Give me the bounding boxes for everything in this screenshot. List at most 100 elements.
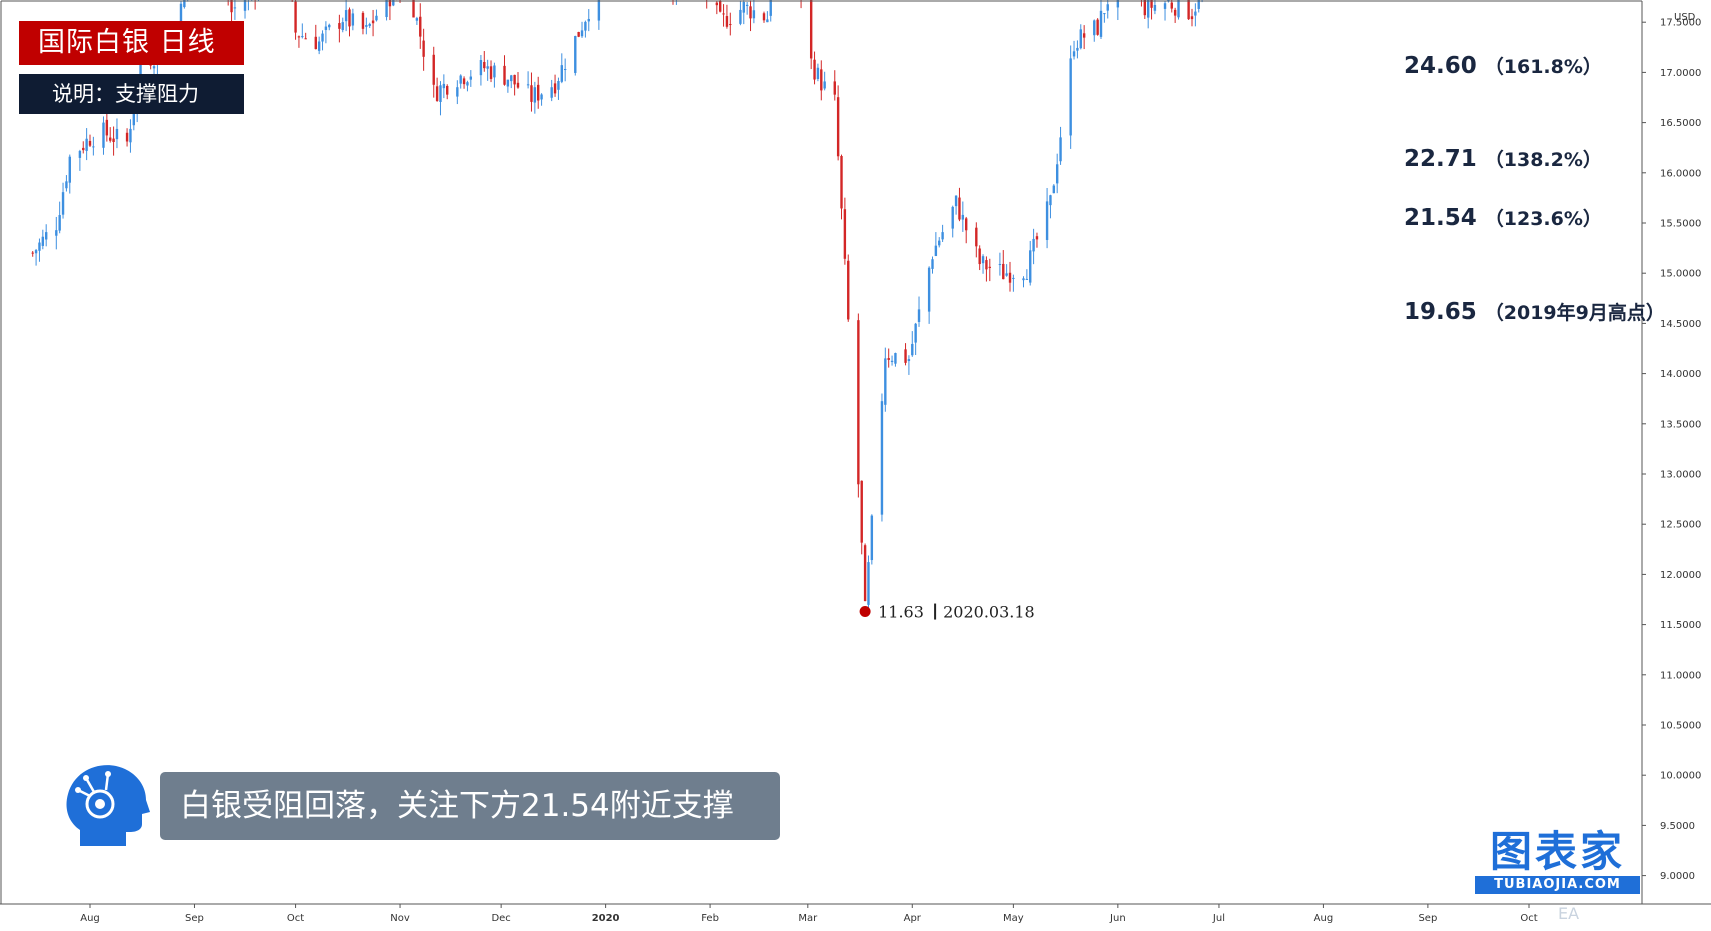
candle-body [486,66,489,69]
candle-body [526,84,530,86]
y-tick-label: 9.5000 [1660,821,1695,832]
candle-body [715,2,719,6]
candle-body [1194,11,1197,16]
y-tick-label: 12.0000 [1660,570,1701,581]
brand-logo: 图表家 TUBIAOJIA.COM [1475,828,1640,896]
level-value-0: 24.60 [1404,53,1477,79]
candle-body [1072,51,1076,57]
candle-body [975,227,978,247]
candle-body [1005,273,1008,276]
candle-body [1008,272,1012,283]
candle-body [44,232,48,240]
candle-body [880,401,884,515]
level-note-2: （123.6%） [1484,208,1602,230]
candle-body [483,62,486,69]
candle-body [1082,33,1086,38]
candle-body [361,12,365,29]
candle-body [860,480,863,543]
candle-body [132,107,136,126]
y-tick-label: 17.0000 [1660,68,1701,79]
candle-body [847,260,850,320]
candle-body [1170,2,1173,9]
candle-body [513,74,516,85]
candle-body [574,36,577,73]
candle-body [1150,0,1153,8]
candle-body [557,81,560,90]
candle-body [954,195,958,207]
x-tick-label: Sep [1418,913,1437,924]
x-tick-label: Aug [1314,913,1334,924]
candle-body [1055,164,1059,184]
candle-body [836,97,840,157]
low-point-date: 2020.03.18 [943,603,1035,622]
candle-body [462,78,466,85]
y-tick-label: 9.0000 [1660,871,1695,882]
candle-body [722,13,725,15]
candle-body [809,0,813,59]
candle-body [1190,16,1194,20]
candle-body [981,256,985,264]
candle-body [1106,4,1109,11]
candle-body [894,353,897,364]
level-label-0: 24.60 （161.8%） [1404,52,1602,79]
level-note-3: （2019年9月高点） [1484,302,1665,324]
y-tick-label: 16.5000 [1660,118,1701,129]
candle-body [152,66,156,69]
candle-body [843,209,847,259]
candle-body [112,138,115,143]
candle-body [479,60,483,76]
candle-body [388,0,392,7]
candle-body [466,82,469,86]
candle-body [65,181,68,189]
candle-body [887,358,890,360]
candle-body [68,156,71,183]
candle-body [415,18,419,21]
candle-body [739,9,742,24]
brand-domain: TUBIAOJIA.COM [1475,876,1640,894]
candle-body [368,23,371,26]
candle-body [749,6,752,19]
candle-body [469,76,473,80]
chart-subtitle: 说明：支撑阻力 [19,74,244,114]
candle-body [1146,0,1150,18]
candle-body [745,4,749,6]
candle-body [1032,238,1035,252]
y-tick-label: 13.0000 [1660,470,1701,481]
candle-body [328,24,331,28]
candle-body [917,309,921,322]
candle-body [34,250,38,254]
candle-body [422,40,425,57]
candle-body [85,138,88,151]
candle-body [1052,185,1056,194]
level-label-1: 22.71 （138.2%） [1404,145,1602,172]
candle-body [510,75,513,82]
candle-body [907,359,911,362]
y-tick-label: 16.0000 [1660,168,1701,179]
candle-body [584,21,587,31]
level-value-3: 19.65 [1404,299,1477,325]
x-tick-label: Jul [1212,913,1225,924]
candle-body [553,83,557,94]
candle-body [314,36,317,50]
candle-body [1116,0,1120,8]
candle-body [351,13,355,26]
candle-body [31,252,34,254]
candle-body [1103,13,1106,15]
candle-body [55,230,58,236]
candle-body [503,65,506,85]
candle-body [1197,0,1200,9]
candle-body [1079,29,1082,49]
candle-body [1177,0,1180,18]
candle-body [61,192,65,215]
candle-body [301,36,304,38]
candle-body [102,122,105,148]
candle-body [577,31,580,37]
x-tick-label: Oct [287,913,304,924]
candle-body [597,0,601,21]
candle-body [38,242,41,251]
candle-body [1035,236,1039,240]
level-label-2: 21.54 （123.6%） [1404,204,1602,231]
y-tick-label: 11.0000 [1660,670,1701,681]
candle-body [985,260,988,270]
